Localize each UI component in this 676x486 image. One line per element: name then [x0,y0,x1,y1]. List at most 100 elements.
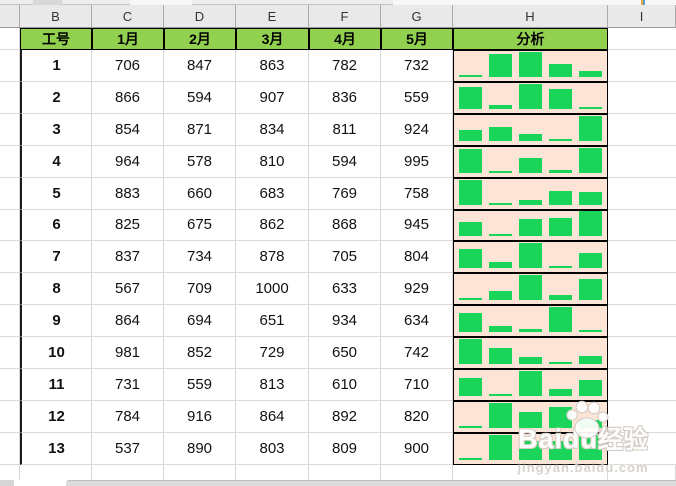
value-cell[interactable]: 1000 [236,273,309,306]
employee-id-cell[interactable]: 5 [20,177,92,210]
value-cell[interactable]: 782 [309,50,381,82]
value-cell[interactable]: 847 [164,50,236,82]
value-cell[interactable]: 660 [164,177,236,210]
sparkline-cell[interactable] [453,113,608,146]
value-cell[interactable]: 883 [92,177,164,210]
value-cell[interactable]: 567 [92,273,164,306]
empty-cell[interactable] [608,145,676,178]
sparkline-cell[interactable] [453,209,608,242]
value-cell[interactable]: 683 [236,177,309,210]
value-cell[interactable]: 964 [92,145,164,178]
empty-cell[interactable] [608,432,676,465]
value-cell[interactable]: 820 [381,400,453,433]
value-cell[interactable]: 981 [92,337,164,370]
employee-id-cell[interactable]: 6 [20,209,92,242]
value-cell[interactable]: 804 [381,241,453,274]
column-header-C[interactable]: C [92,5,164,27]
value-cell[interactable]: 709 [164,273,236,306]
value-cell[interactable]: 731 [92,369,164,401]
empty-cell[interactable] [608,28,676,50]
value-cell[interactable]: 633 [309,273,381,306]
value-cell[interactable]: 811 [309,113,381,146]
value-cell[interactable]: 809 [309,432,381,465]
value-cell[interactable]: 862 [236,209,309,242]
value-cell[interactable]: 929 [381,273,453,306]
column-header-B[interactable]: B [20,5,92,27]
sparkline-cell[interactable] [453,241,608,274]
value-cell[interactable]: 813 [236,369,309,401]
sparkline-cell[interactable] [453,432,608,465]
header-cell-month-5[interactable]: 5月 [381,28,453,50]
scrollbar-thumb[interactable] [66,480,676,486]
column-header-E[interactable]: E [236,5,309,27]
empty-cell[interactable] [608,273,676,306]
value-cell[interactable]: 900 [381,432,453,465]
employee-id-cell[interactable]: 3 [20,113,92,146]
employee-id-cell[interactable]: 1 [20,50,92,82]
value-cell[interactable]: 878 [236,241,309,274]
value-cell[interactable]: 866 [92,81,164,114]
value-cell[interactable]: 694 [164,305,236,338]
value-cell[interactable]: 864 [92,305,164,338]
header-cell-month-4[interactable]: 4月 [309,28,381,50]
value-cell[interactable]: 863 [236,50,309,82]
value-cell[interactable]: 837 [92,241,164,274]
employee-id-cell[interactable]: 4 [20,145,92,178]
sparkline-cell[interactable] [453,400,608,433]
sparkline-cell[interactable] [453,369,608,401]
value-cell[interactable]: 825 [92,209,164,242]
value-cell[interactable]: 934 [309,305,381,338]
value-cell[interactable]: 634 [381,305,453,338]
value-cell[interactable]: 650 [309,337,381,370]
sparkline-cell[interactable] [453,145,608,178]
value-cell[interactable]: 610 [309,369,381,401]
value-cell[interactable]: 836 [309,81,381,114]
column-header-H[interactable]: H [453,5,608,27]
value-cell[interactable]: 834 [236,113,309,146]
value-cell[interactable]: 854 [92,113,164,146]
value-cell[interactable]: 705 [309,241,381,274]
value-cell[interactable]: 537 [92,432,164,465]
empty-cell[interactable] [608,113,676,146]
employee-id-cell[interactable]: 13 [20,432,92,465]
value-cell[interactable]: 729 [236,337,309,370]
value-cell[interactable]: 803 [236,432,309,465]
column-header-D[interactable]: D [164,5,236,27]
value-cell[interactable]: 651 [236,305,309,338]
value-cell[interactable]: 864 [236,400,309,433]
empty-cell[interactable] [608,177,676,210]
sparkline-cell[interactable] [453,50,608,82]
horizontal-scrollbar[interactable] [0,480,676,486]
value-cell[interactable]: 742 [381,337,453,370]
sparkline-cell[interactable] [453,305,608,338]
value-cell[interactable]: 907 [236,81,309,114]
value-cell[interactable]: 578 [164,145,236,178]
employee-id-cell[interactable]: 7 [20,241,92,274]
empty-cell[interactable] [608,50,676,82]
column-header-G[interactable]: G [381,5,453,27]
sparkline-cell[interactable] [453,81,608,114]
employee-id-cell[interactable]: 11 [20,369,92,401]
empty-cell[interactable] [608,337,676,370]
value-cell[interactable]: 995 [381,145,453,178]
value-cell[interactable]: 868 [309,209,381,242]
value-cell[interactable]: 890 [164,432,236,465]
value-cell[interactable]: 916 [164,400,236,433]
empty-cell[interactable] [608,369,676,401]
header-cell-analysis[interactable]: 分析 [453,28,608,50]
employee-id-cell[interactable]: 8 [20,273,92,306]
value-cell[interactable]: 594 [309,145,381,178]
column-header-I[interactable]: I [608,5,676,27]
header-cell-month-3[interactable]: 3月 [236,28,309,50]
value-cell[interactable]: 784 [92,400,164,433]
empty-cell[interactable] [608,241,676,274]
empty-cell[interactable] [608,209,676,242]
value-cell[interactable]: 871 [164,113,236,146]
value-cell[interactable]: 769 [309,177,381,210]
value-cell[interactable]: 559 [164,369,236,401]
value-cell[interactable]: 594 [164,81,236,114]
sparkline-cell[interactable] [453,337,608,370]
value-cell[interactable]: 945 [381,209,453,242]
empty-cell[interactable] [608,81,676,114]
value-cell[interactable]: 892 [309,400,381,433]
